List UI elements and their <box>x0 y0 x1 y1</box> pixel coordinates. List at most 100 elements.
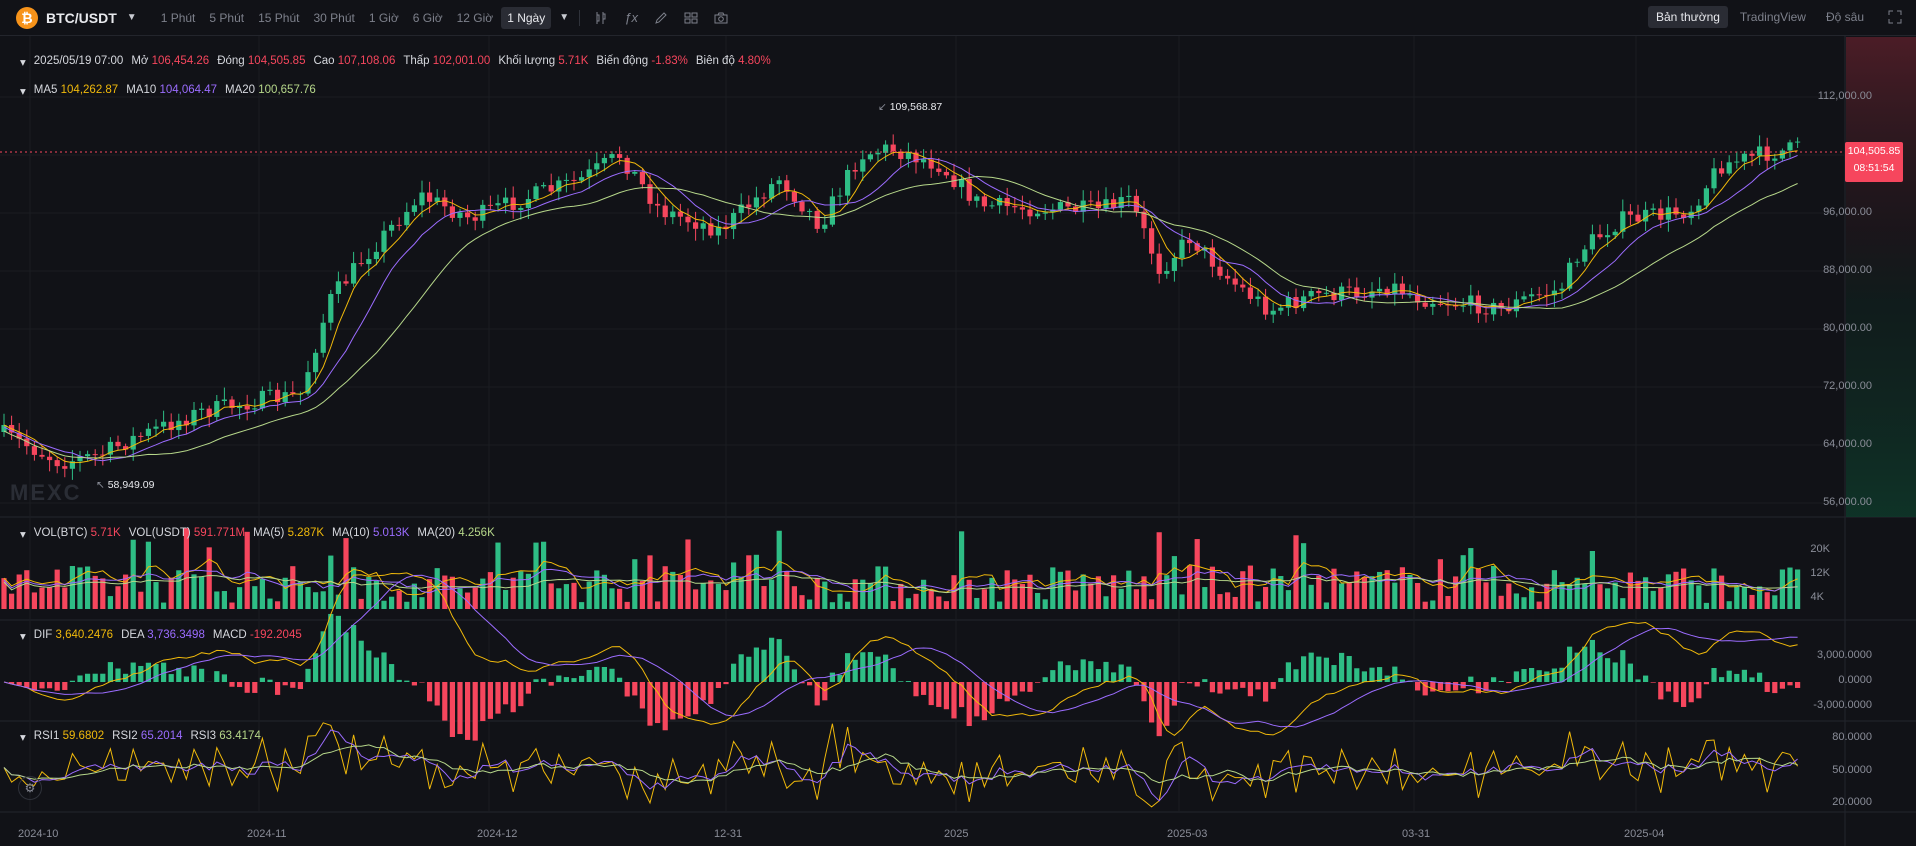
volume-bar <box>16 574 22 609</box>
candle-body <box>845 170 851 196</box>
volume-bar <box>1384 570 1390 609</box>
macd-histogram-bar <box>959 682 965 708</box>
macd-histogram-bar <box>480 682 486 722</box>
macd-tick-neg: -3,000.0000 <box>1813 699 1872 711</box>
date-tick-2025: 2025 <box>944 828 969 840</box>
macd-histogram-bar <box>548 682 554 686</box>
settings-gear-icon[interactable]: ⚙ <box>18 776 42 800</box>
volume-bar <box>700 583 706 609</box>
volume-bar <box>472 587 478 609</box>
volume-bar <box>206 547 212 609</box>
candle-body <box>206 408 212 417</box>
candle-body <box>1141 211 1147 229</box>
macd-histogram-bar <box>700 682 706 701</box>
volume-bar <box>723 590 729 609</box>
macd-histogram-bar <box>1582 646 1588 682</box>
macd-histogram-bar <box>1156 682 1162 737</box>
price-tick-64000: 64,000.00 <box>1823 438 1872 450</box>
interval-1m[interactable]: 1 Phút <box>160 10 196 25</box>
volume-bar <box>1483 582 1489 609</box>
volume-bar <box>1323 602 1329 609</box>
volume-bar <box>791 586 797 609</box>
volume-bar <box>571 582 577 609</box>
candle-body <box>54 460 60 467</box>
macd-histogram-bar <box>731 663 737 682</box>
candle-body <box>905 152 911 159</box>
view-depth[interactable]: Độ sâu <box>1825 10 1864 24</box>
volume-bar <box>161 602 167 609</box>
candle-body <box>472 217 478 221</box>
volume-bar <box>419 597 425 609</box>
candle-body <box>966 178 972 201</box>
candle-body <box>883 144 889 153</box>
candle-body <box>1483 313 1489 315</box>
interval-5m[interactable]: 5 Phút <box>209 10 245 25</box>
candle-body <box>936 168 942 172</box>
candle-body <box>746 204 752 208</box>
candle-body <box>959 178 965 188</box>
volume-bar <box>1772 595 1778 609</box>
layout-grid-icon[interactable] <box>680 7 702 29</box>
macd-histogram-bar <box>1323 657 1329 682</box>
interval-12h[interactable]: 12 Giờ <box>456 10 494 25</box>
candle-body <box>700 223 706 229</box>
candle-body <box>1475 295 1481 314</box>
interval-1d[interactable]: 1 Ngày <box>501 6 552 29</box>
pair-dropdown-caret-icon[interactable]: ▼ <box>126 12 137 23</box>
draw-pencil-icon[interactable] <box>650 7 672 29</box>
candle-body <box>807 210 813 212</box>
change-label: Biến động <box>596 55 649 67</box>
interval-dropdown-icon[interactable]: ▼ <box>559 12 570 23</box>
volume-bar <box>579 602 585 609</box>
rsi-toggle-icon[interactable]: ▾ <box>20 732 26 744</box>
volume-bar <box>769 579 775 609</box>
candle-type-icon[interactable] <box>590 7 612 29</box>
indicators-icon[interactable]: ƒx <box>624 10 638 25</box>
candle-body <box>867 154 873 160</box>
volume-bar <box>685 539 691 609</box>
volume-bar <box>1741 586 1747 609</box>
low-value: 102,001.00 <box>432 55 491 67</box>
pair-selector[interactable]: BTC/USDT <box>46 9 117 26</box>
volume-bar <box>1506 583 1512 609</box>
candle-body <box>875 152 881 155</box>
volume-bar <box>1445 596 1451 609</box>
candle-body <box>427 192 433 202</box>
candle-body <box>1521 296 1527 300</box>
candle-body <box>411 205 417 212</box>
volume-bar <box>1073 590 1079 609</box>
volume-bar <box>1316 575 1322 609</box>
candle-body <box>723 226 729 230</box>
rsi1-label: RSI1 <box>33 730 60 742</box>
macd-histogram-bar <box>267 679 273 682</box>
view-tradingview[interactable]: TradingView <box>1739 10 1806 24</box>
candle-body <box>533 186 539 200</box>
macd-toggle-icon[interactable]: ▾ <box>20 631 26 643</box>
vol-toggle-icon[interactable]: ▾ <box>20 529 26 541</box>
legend-toggle-icon[interactable]: ▾ <box>20 57 26 69</box>
interval-30m[interactable]: 30 Phút <box>313 10 355 25</box>
candle-body <box>1559 288 1565 291</box>
interval-15m[interactable]: 15 Phút <box>258 10 300 25</box>
macd-histogram-bar <box>328 613 334 682</box>
macd-histogram-bar <box>199 668 205 682</box>
candle-body <box>16 432 22 439</box>
ma-toggle-icon[interactable]: ▾ <box>20 86 26 98</box>
view-basic[interactable]: Bản thường <box>1647 6 1728 28</box>
interval-6h[interactable]: 6 Giờ <box>412 10 443 25</box>
candle-body <box>624 157 630 174</box>
volume-bar <box>335 594 341 609</box>
volume-bar <box>54 569 60 609</box>
volume-bar <box>928 589 934 609</box>
macd-histogram-bar <box>465 682 471 740</box>
vol-ma20-label: MA(20) <box>417 527 456 539</box>
volume-bar <box>1187 565 1193 609</box>
camera-icon[interactable] <box>710 7 732 29</box>
interval-1h[interactable]: 1 Giờ <box>368 10 399 25</box>
fullscreen-icon[interactable] <box>1884 6 1906 28</box>
macd-histogram-bar <box>47 682 53 689</box>
candle-body <box>1042 212 1048 214</box>
volume-bar <box>1065 570 1071 609</box>
macd-histogram-bar <box>77 675 83 682</box>
